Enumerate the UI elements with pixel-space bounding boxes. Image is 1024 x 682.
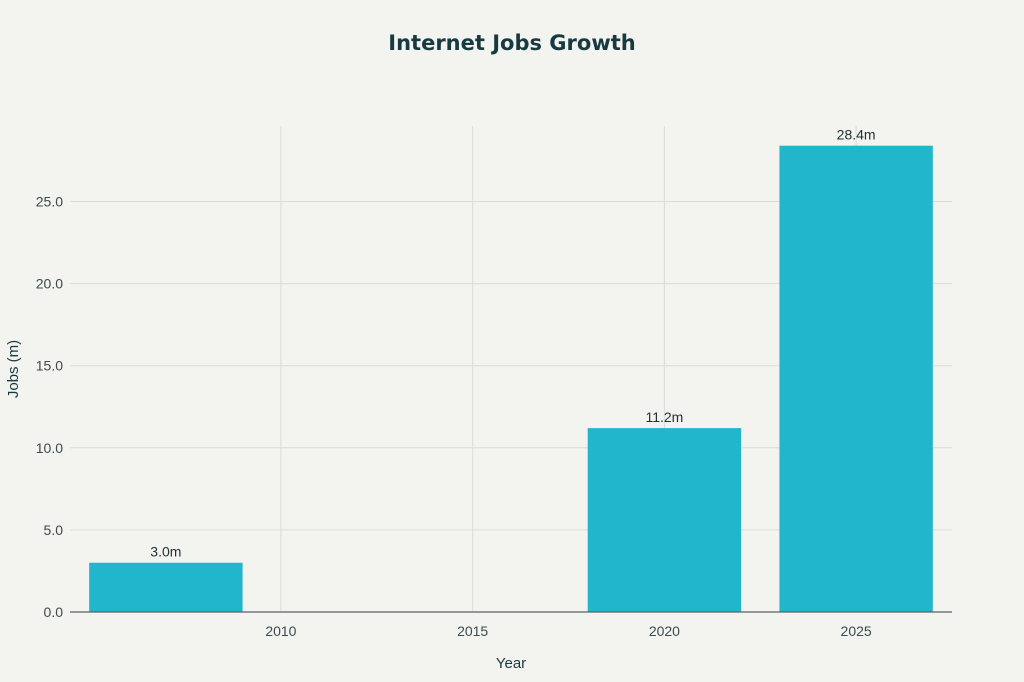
- y-axis-title: Jobs (m): [5, 340, 22, 398]
- y-tick-label: 0.0: [44, 604, 64, 620]
- x-axis-ticks: 2010 2015 2020 2025: [265, 623, 872, 639]
- x-tick-label: 2020: [649, 623, 680, 639]
- data-labels: 3.0m 11.2m 28.4m: [150, 127, 875, 560]
- bar: [587, 428, 742, 612]
- y-tick-label: 20.0: [36, 276, 63, 292]
- y-axis-ticks: 0.0 5.0 10.0 15.0 20.0 25.0: [36, 194, 63, 620]
- x-axis-title: Year: [496, 655, 526, 672]
- x-tick-label: 2015: [457, 623, 488, 639]
- bar-data-label: 11.2m: [645, 409, 683, 425]
- y-tick-label: 5.0: [44, 522, 64, 538]
- x-tick-label: 2010: [265, 623, 296, 639]
- bars: [89, 145, 933, 612]
- chart-title: Internet Jobs Growth: [388, 31, 635, 55]
- y-tick-label: 10.0: [36, 440, 63, 456]
- bar-data-label: 3.0m: [150, 544, 181, 560]
- bar: [89, 562, 243, 612]
- y-tick-label: 15.0: [36, 358, 63, 374]
- x-tick-label: 2025: [841, 623, 872, 639]
- bar: [779, 145, 933, 612]
- y-tick-label: 25.0: [36, 194, 63, 210]
- bar-data-label: 28.4m: [837, 127, 876, 143]
